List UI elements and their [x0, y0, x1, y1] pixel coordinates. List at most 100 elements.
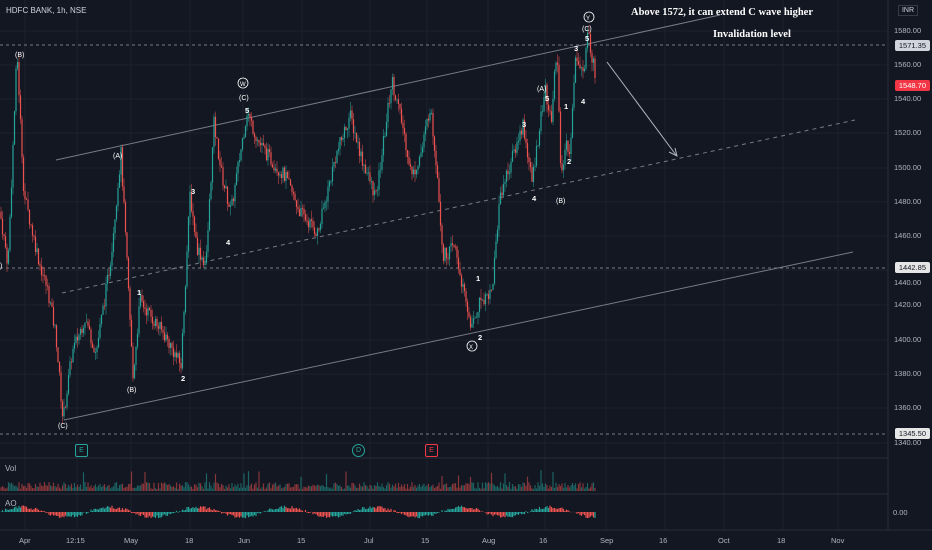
candle-body [490, 289, 493, 291]
price-tag-last[interactable]: 1548.70 [894, 80, 930, 91]
channel-upper-line[interactable] [55, 14, 721, 161]
volume-bar [67, 484, 70, 491]
volume-bar [453, 483, 455, 491]
candle-body [163, 332, 166, 341]
symbol-header[interactable]: HDFC BANK, 1h, NSE [6, 6, 87, 15]
channel-lower-line[interactable] [63, 251, 854, 421]
candle-body [298, 209, 301, 217]
candle-body [133, 364, 136, 379]
volume-bar [556, 486, 559, 491]
ao-bar [202, 506, 205, 512]
ao-bar [117, 507, 119, 512]
candle-body [448, 246, 451, 260]
volume-bar [369, 484, 371, 491]
candle-body [450, 243, 452, 247]
candle-body [97, 337, 100, 348]
ao-bar [145, 512, 148, 518]
candle-body [1, 218, 4, 235]
candle-body [511, 150, 514, 162]
candle-body [190, 191, 193, 212]
ao-bar [481, 511, 484, 512]
ao-bar [526, 512, 529, 513]
candle-body [447, 258, 449, 260]
ao-bar [525, 511, 527, 512]
candle-body [352, 119, 355, 133]
x-tick: 15 [297, 536, 306, 545]
ao-bar [486, 512, 488, 515]
candle-body [438, 178, 440, 202]
ao-bar [283, 505, 286, 512]
y-tick: 1400.00 [894, 335, 922, 344]
candle-body [286, 172, 289, 178]
x-tick: 18 [777, 536, 786, 545]
candle-body [141, 295, 143, 302]
volume-bar [3, 487, 5, 491]
event-marker-dividend[interactable]: D [352, 444, 365, 457]
volume-bar [84, 482, 86, 491]
event-marker-earnings[interactable]: E [425, 444, 438, 457]
candle-body [105, 283, 107, 307]
wave-label: 2 [478, 333, 482, 342]
volume-bar [321, 484, 323, 491]
currency-badge[interactable]: INR [897, 5, 918, 16]
volume-bar [219, 487, 221, 491]
ao-bar [174, 512, 176, 513]
volume-pane-label: Vol [5, 464, 17, 473]
candle-body [331, 166, 334, 182]
note-invalidation[interactable]: Invalidation level [713, 29, 791, 40]
ao-bar [51, 512, 53, 515]
ao-bar [306, 512, 308, 513]
ao-bar [246, 512, 248, 516]
x-tick: Oct [718, 536, 730, 545]
volume-bar [474, 488, 476, 491]
volume-bar [232, 487, 235, 491]
ao-bar [241, 512, 244, 518]
volume-bar [132, 487, 134, 491]
candle-body [415, 169, 418, 175]
projection-arrow[interactable] [606, 61, 677, 156]
ao-bar [130, 512, 133, 513]
candle-body [583, 68, 586, 72]
ao-bar [255, 512, 257, 517]
ao-bar [354, 510, 356, 512]
volume-bar [262, 483, 265, 491]
volume-bar [466, 483, 469, 491]
volume-bar [456, 487, 458, 491]
volume-bar [265, 487, 268, 491]
ao-bar [249, 512, 251, 517]
price-tag-mid-level[interactable]: 1442.85 [894, 262, 930, 273]
price-tag-top-level[interactable]: 1571.35 [894, 40, 930, 51]
candle-body [12, 144, 14, 188]
volume-bar [285, 484, 287, 491]
candle-body [303, 208, 305, 215]
volume-bar [208, 482, 211, 491]
ao-bar [402, 512, 404, 514]
candle-body [421, 147, 424, 153]
candle-body [142, 301, 145, 308]
candle-body [358, 141, 361, 157]
ao-bar [175, 510, 178, 512]
ao-bar [474, 508, 476, 512]
volume-bar [423, 483, 425, 491]
volume-bar [30, 485, 32, 491]
ao-bar [531, 509, 533, 512]
candle-body [577, 61, 580, 65]
volume-bar [186, 482, 188, 491]
candle-body [130, 319, 133, 347]
price-tag-low-level[interactable]: 1345.50 [894, 428, 930, 439]
volume-bar [543, 486, 545, 491]
note-extend-c-wave[interactable]: Above 1572, it can extend C wave higher [631, 7, 813, 18]
ao-bar [516, 512, 518, 515]
candle-body [25, 199, 28, 201]
ao-bar [357, 509, 359, 512]
volume-bar [436, 485, 439, 491]
ao-bar [421, 512, 424, 517]
volume-bar [141, 483, 143, 491]
volume-bar [441, 475, 443, 491]
volume-bar [408, 488, 410, 491]
candle-body [297, 206, 299, 210]
event-marker-earnings[interactable]: E [75, 444, 88, 457]
candle-body [117, 187, 119, 206]
ao-bar [111, 505, 113, 512]
